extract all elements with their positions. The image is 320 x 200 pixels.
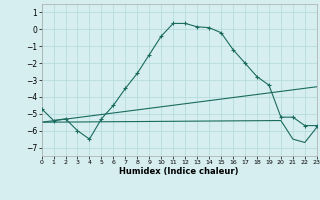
X-axis label: Humidex (Indice chaleur): Humidex (Indice chaleur) [119, 167, 239, 176]
